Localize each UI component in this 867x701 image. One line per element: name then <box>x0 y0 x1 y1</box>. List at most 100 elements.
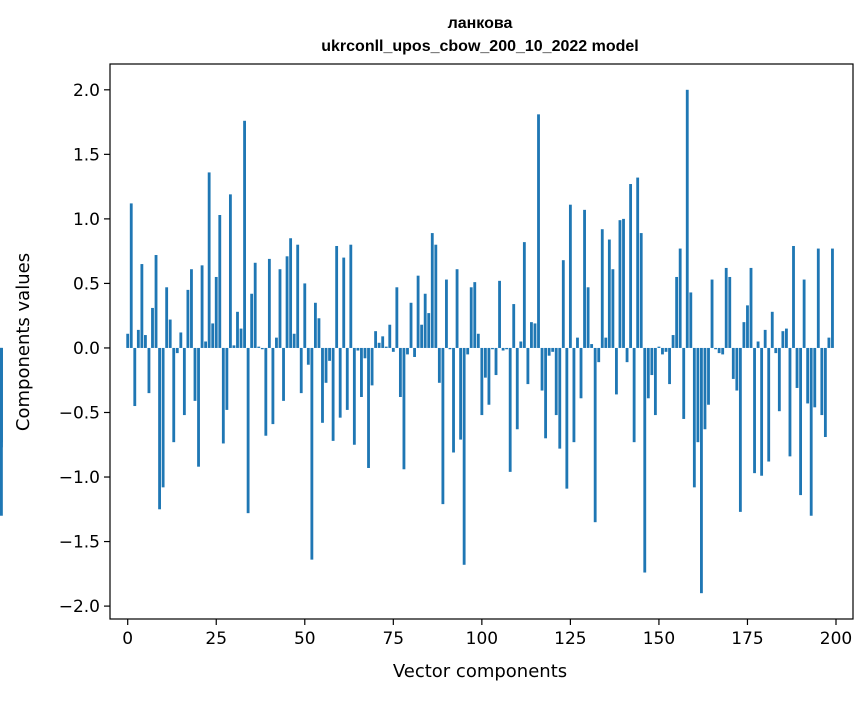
axes-group: 0 25 50 75 100 125 150 175 200 −2.0 −1.5 −1.0 −0.5 0.… <box>59 63 854 649</box>
bar <box>398 347 402 397</box>
bar <box>802 279 806 348</box>
bar <box>360 347 363 397</box>
bar <box>696 347 700 443</box>
bar <box>363 347 367 359</box>
bar <box>607 239 611 348</box>
bar <box>781 331 785 348</box>
bar <box>313 302 317 348</box>
bar <box>540 347 544 391</box>
bar <box>211 323 215 348</box>
bar <box>770 311 774 348</box>
bar <box>469 287 473 348</box>
bar <box>406 347 409 355</box>
bar <box>692 347 696 488</box>
bar <box>214 276 218 348</box>
bar <box>831 248 834 348</box>
bar <box>448 347 452 350</box>
bar <box>445 279 448 348</box>
bar <box>530 322 533 348</box>
bar <box>583 209 586 348</box>
x-tick-label: 125 <box>554 629 586 649</box>
bar <box>144 335 147 348</box>
x-tick-label: 0 <box>122 629 133 649</box>
bar <box>813 347 817 408</box>
bar <box>664 347 668 352</box>
y-tick-label: −0.5 <box>59 403 100 423</box>
bar <box>661 347 664 355</box>
bar <box>487 347 491 405</box>
bar <box>639 233 643 348</box>
bar <box>434 244 438 348</box>
bar <box>724 267 728 348</box>
bar <box>753 347 756 474</box>
bar <box>735 347 739 391</box>
bar <box>168 319 172 348</box>
bar <box>728 276 732 348</box>
bar <box>299 347 303 394</box>
bar <box>441 347 445 505</box>
x-tick-label: 25 <box>205 629 227 649</box>
bar <box>427 313 431 348</box>
bar <box>165 287 169 348</box>
bar <box>622 218 625 348</box>
bar <box>714 347 717 350</box>
bar <box>643 347 647 573</box>
bar <box>707 347 710 405</box>
bar <box>657 346 661 348</box>
bar <box>282 347 285 401</box>
bar <box>466 347 470 355</box>
bar <box>179 332 183 348</box>
bar <box>310 347 314 560</box>
bar <box>200 265 204 348</box>
bar <box>689 292 693 348</box>
bar <box>352 347 356 445</box>
y-tick-label: 1.0 <box>73 210 100 230</box>
bar <box>615 347 618 395</box>
bar <box>561 260 565 348</box>
bar <box>590 344 594 348</box>
bar <box>597 347 601 363</box>
bar <box>455 269 459 348</box>
bar <box>749 267 753 348</box>
bar <box>356 347 360 351</box>
bar <box>264 347 268 436</box>
bar <box>345 347 349 410</box>
bar <box>611 269 615 348</box>
bar <box>459 347 463 440</box>
bar <box>158 347 161 510</box>
bar <box>788 347 792 457</box>
bar <box>328 347 331 361</box>
bar <box>349 244 353 348</box>
bar <box>629 184 633 348</box>
bar <box>221 347 225 444</box>
bar <box>275 337 278 348</box>
bar <box>568 204 572 348</box>
bar <box>700 347 703 594</box>
bar <box>710 279 714 348</box>
bar <box>586 287 590 348</box>
bar <box>572 347 576 443</box>
bar <box>437 347 441 383</box>
bar <box>806 347 810 404</box>
bar <box>370 347 374 386</box>
bar <box>650 347 654 376</box>
bar <box>576 337 579 348</box>
bar <box>554 347 558 416</box>
bar <box>140 264 144 348</box>
bar <box>565 347 569 489</box>
bar <box>717 347 721 354</box>
bar <box>374 331 378 348</box>
bar <box>551 347 555 352</box>
bar <box>501 347 505 351</box>
bar <box>519 341 523 348</box>
bar <box>558 347 562 449</box>
bar <box>682 347 686 419</box>
bar <box>126 333 130 348</box>
bar <box>289 238 293 348</box>
bar <box>228 194 232 348</box>
y-tick-label: 0.0 <box>73 339 100 359</box>
bar <box>508 347 512 472</box>
bar <box>703 347 707 430</box>
bar <box>193 347 197 401</box>
bar <box>271 347 275 425</box>
